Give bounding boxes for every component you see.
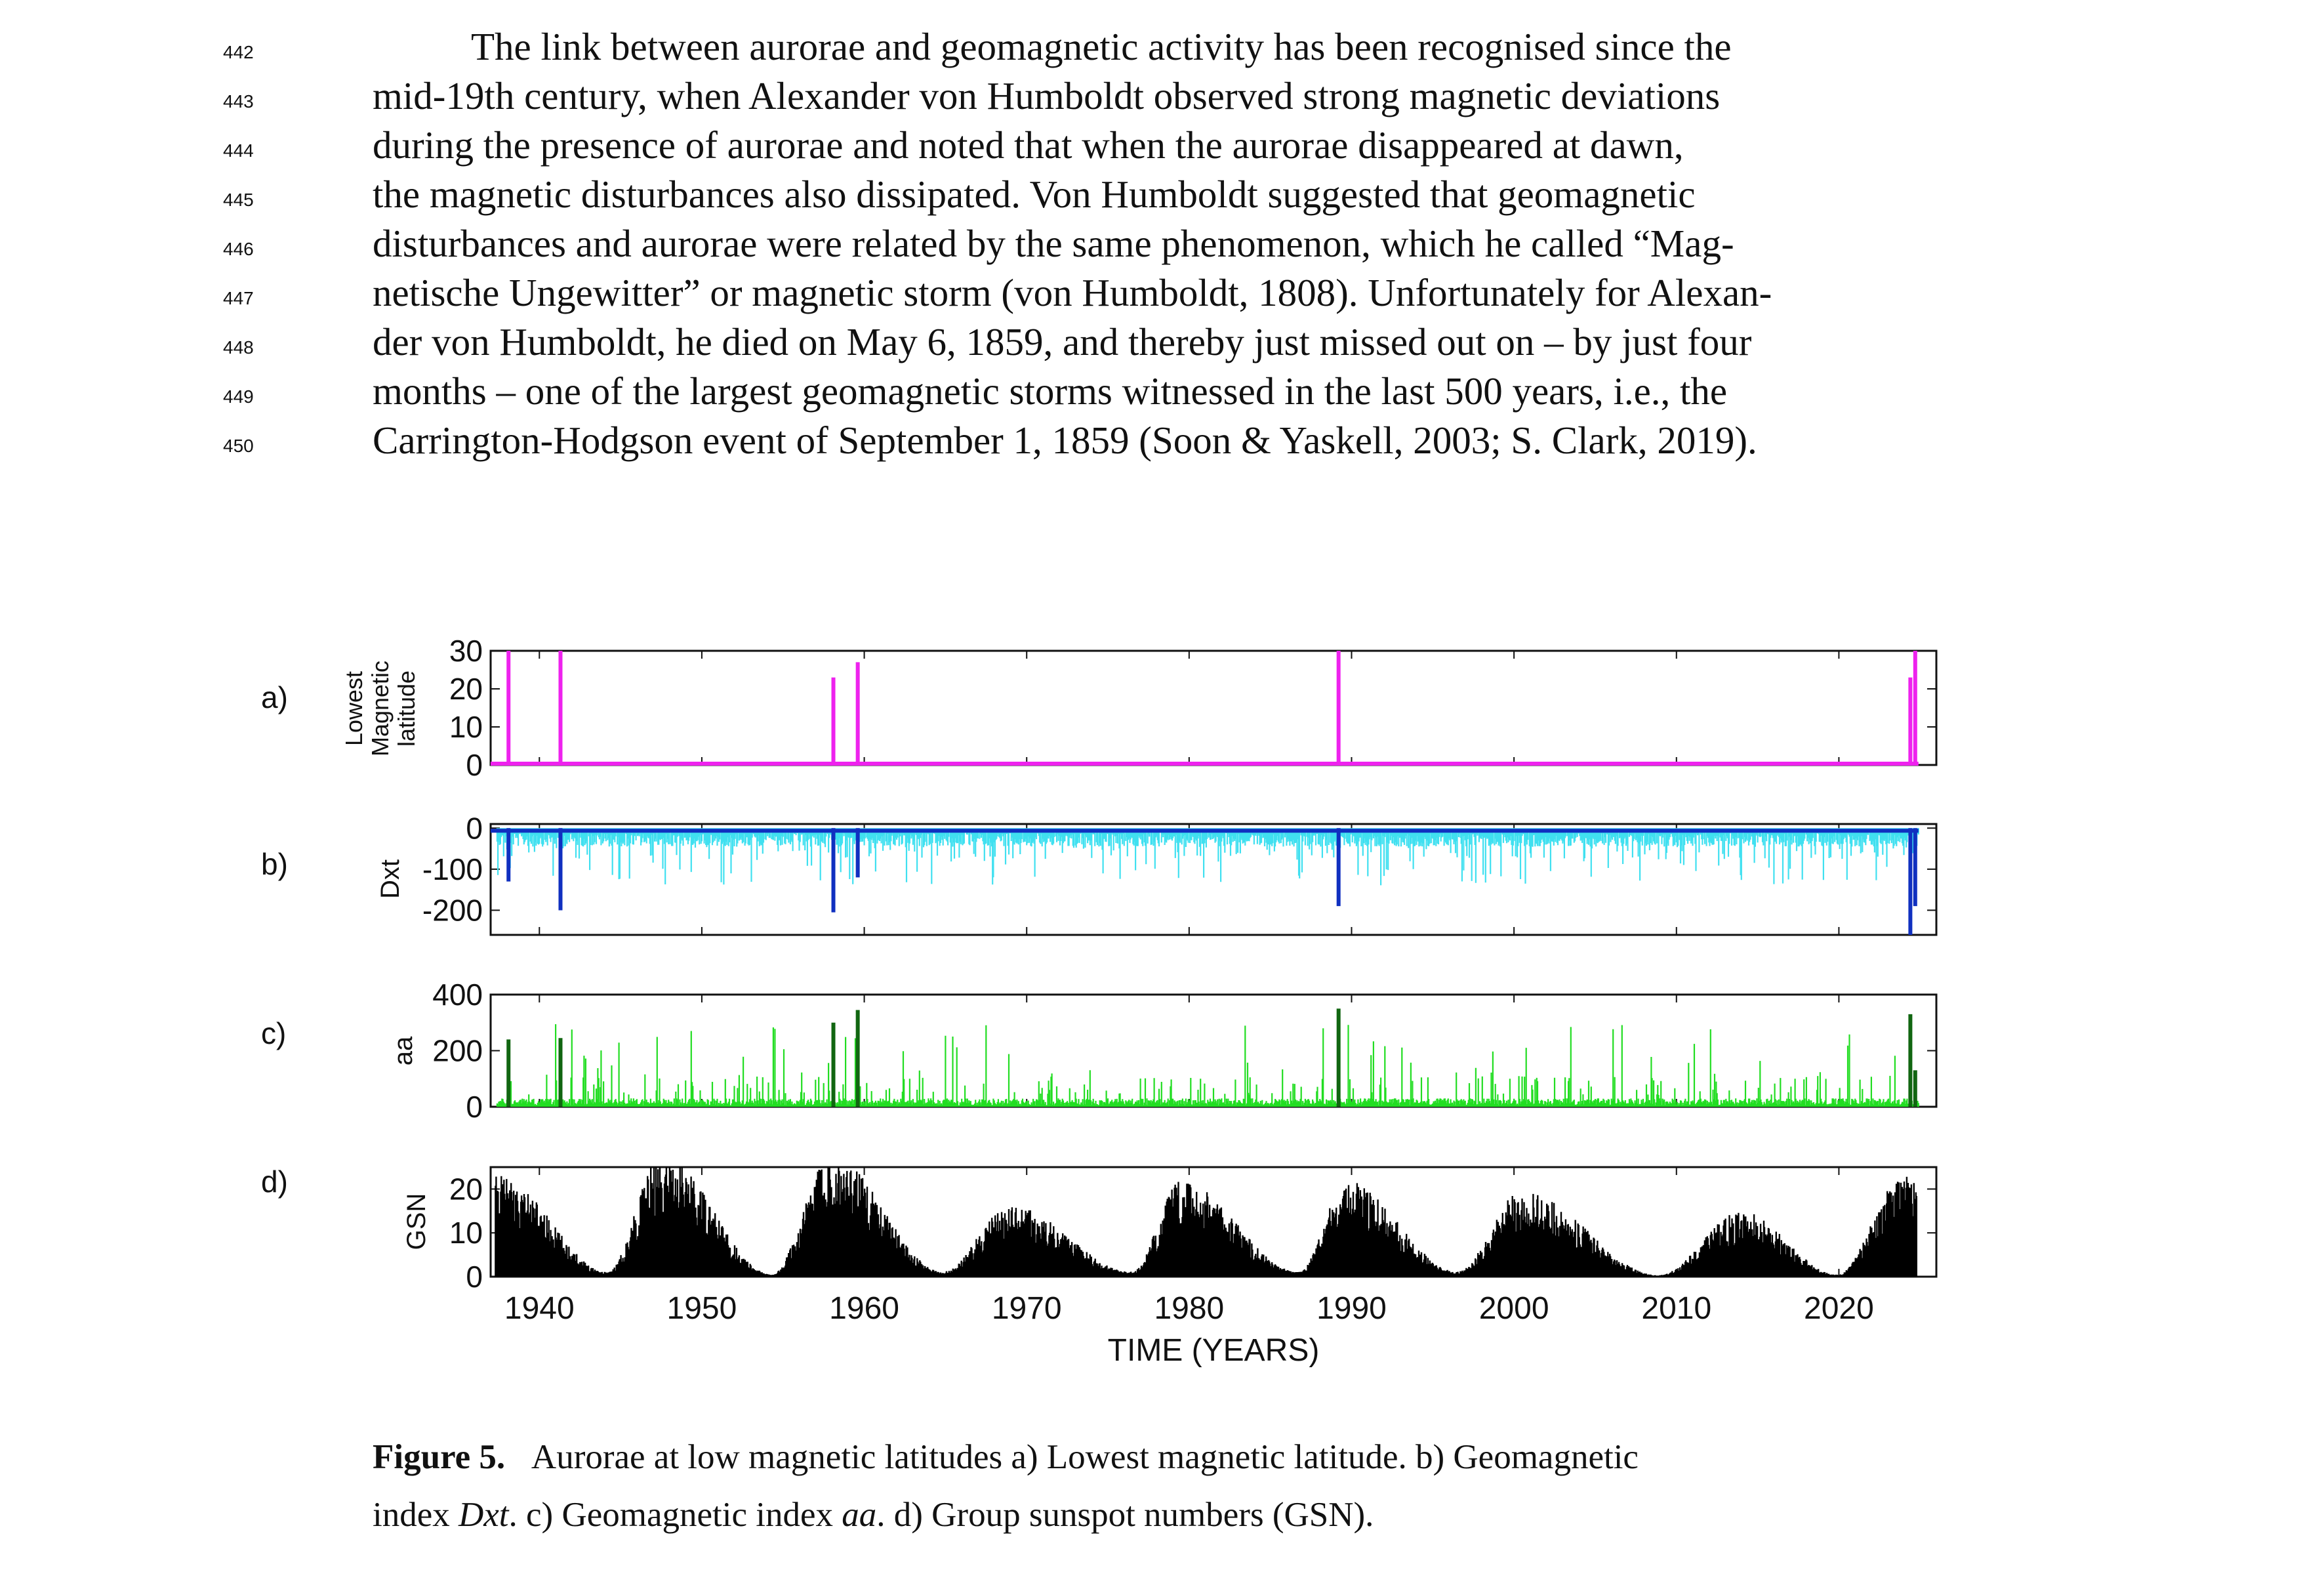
panel-b-y-tick-label: -100 bbox=[422, 852, 483, 886]
panel-label-a: a) bbox=[261, 680, 288, 714]
line-number: 445 bbox=[223, 190, 254, 210]
paragraph-line: during the presence of aurorae and noted… bbox=[373, 123, 1684, 167]
panel-c-y-tick-label: 400 bbox=[432, 978, 483, 1012]
x-tick-label: 1940 bbox=[504, 1291, 575, 1326]
figure-label: Figure 5. bbox=[373, 1438, 506, 1476]
panel-d-ylabel: GSN bbox=[402, 1193, 431, 1250]
paragraph-line: mid-19th century, when Alexander von Hum… bbox=[373, 74, 1721, 117]
panel-d-y-tick-label: 10 bbox=[449, 1216, 483, 1250]
panel-d-y-tick-label: 0 bbox=[466, 1260, 483, 1294]
figure-caption-line-1: Figure 5. Aurorae at low magnetic latitu… bbox=[373, 1440, 1639, 1475]
line-number: 446 bbox=[223, 239, 254, 259]
panel-frame-b bbox=[489, 823, 1938, 936]
line-number: 448 bbox=[223, 337, 254, 358]
panel-a-ylabel: Magnetic bbox=[367, 661, 394, 756]
panel-a-ylabel: latitude bbox=[393, 670, 420, 747]
line-number: 442 bbox=[223, 42, 254, 62]
paragraph-line: The link between aurorae and geomagnetic… bbox=[471, 25, 1732, 68]
caption-aa: aa bbox=[842, 1496, 877, 1534]
paragraph-line: months – one of the largest geomagnetic … bbox=[373, 369, 1728, 413]
panel-frame-a bbox=[489, 649, 1938, 766]
line-number: 450 bbox=[223, 436, 254, 456]
line-number: 443 bbox=[223, 91, 254, 112]
panel-label-d: d) bbox=[261, 1164, 288, 1199]
line-number: 444 bbox=[223, 140, 254, 161]
x-tick-label: 1970 bbox=[992, 1291, 1062, 1326]
caption-text-2a: index bbox=[373, 1496, 459, 1534]
x-tick-label: 1960 bbox=[829, 1291, 899, 1326]
paragraph-line: disturbances and aurorae were related by… bbox=[373, 222, 1734, 265]
caption-dxt: Dxt bbox=[459, 1496, 509, 1534]
panel-b-y-tick-label: 0 bbox=[466, 811, 483, 845]
x-tick-label: 1980 bbox=[1154, 1291, 1224, 1326]
paragraph-line: Carrington-Hodgson event of September 1,… bbox=[373, 419, 1757, 462]
x-tick-label: 2020 bbox=[1804, 1291, 1874, 1326]
panel-a-y-tick-label: 10 bbox=[449, 710, 483, 744]
x-tick-label: 2010 bbox=[1641, 1291, 1711, 1326]
panel-a-y-tick-label: 20 bbox=[449, 672, 483, 706]
panel-label-b: b) bbox=[261, 847, 288, 881]
caption-text-1: Aurorae at low magnetic latitudes a) Low… bbox=[531, 1438, 1639, 1476]
caption-text-2e: . d) Group sunspot numbers (GSN). bbox=[876, 1496, 1374, 1534]
x-tick-label: 1990 bbox=[1316, 1291, 1387, 1326]
paragraph-line: der von Humboldt, he died on May 6, 1859… bbox=[373, 320, 1752, 363]
panel-c-y-tick-label: 0 bbox=[466, 1090, 483, 1124]
paragraph-line: netische Ungewitter” or magnetic storm (… bbox=[373, 271, 1772, 314]
panel-label-c: c) bbox=[261, 1016, 287, 1050]
line-number: 447 bbox=[223, 288, 254, 308]
paragraph-line: the magnetic disturbances also dissipate… bbox=[373, 173, 1696, 216]
panel-a-ylabel: Lowest bbox=[340, 671, 367, 746]
panel-b-ylabel: Dxt bbox=[376, 859, 405, 899]
x-tick-label: 2000 bbox=[1479, 1291, 1549, 1326]
panel-c-y-tick-label: 200 bbox=[432, 1034, 483, 1068]
panel-c-aa-series bbox=[496, 1024, 1919, 1107]
x-tick-label: 1950 bbox=[667, 1291, 737, 1326]
panel-d-y-tick-label: 20 bbox=[449, 1172, 483, 1206]
x-axis-label: TIME (YEARS) bbox=[1108, 1333, 1320, 1368]
panel-c-ylabel: aa bbox=[389, 1036, 418, 1065]
figure-caption-line-2: index Dxt. c) Geomagnetic index aa. d) G… bbox=[373, 1498, 1374, 1533]
caption-text-2c: . c) Geomagnetic index bbox=[508, 1496, 842, 1534]
panel-d-gsn-series bbox=[495, 1167, 1917, 1277]
panel-b-dxt-series bbox=[496, 828, 1919, 886]
panel-b-y-tick-label: -200 bbox=[422, 893, 483, 927]
line-number: 449 bbox=[223, 386, 254, 407]
panel-a-y-tick-label: 0 bbox=[466, 748, 483, 782]
panel-a-y-tick-label: 30 bbox=[449, 634, 483, 668]
